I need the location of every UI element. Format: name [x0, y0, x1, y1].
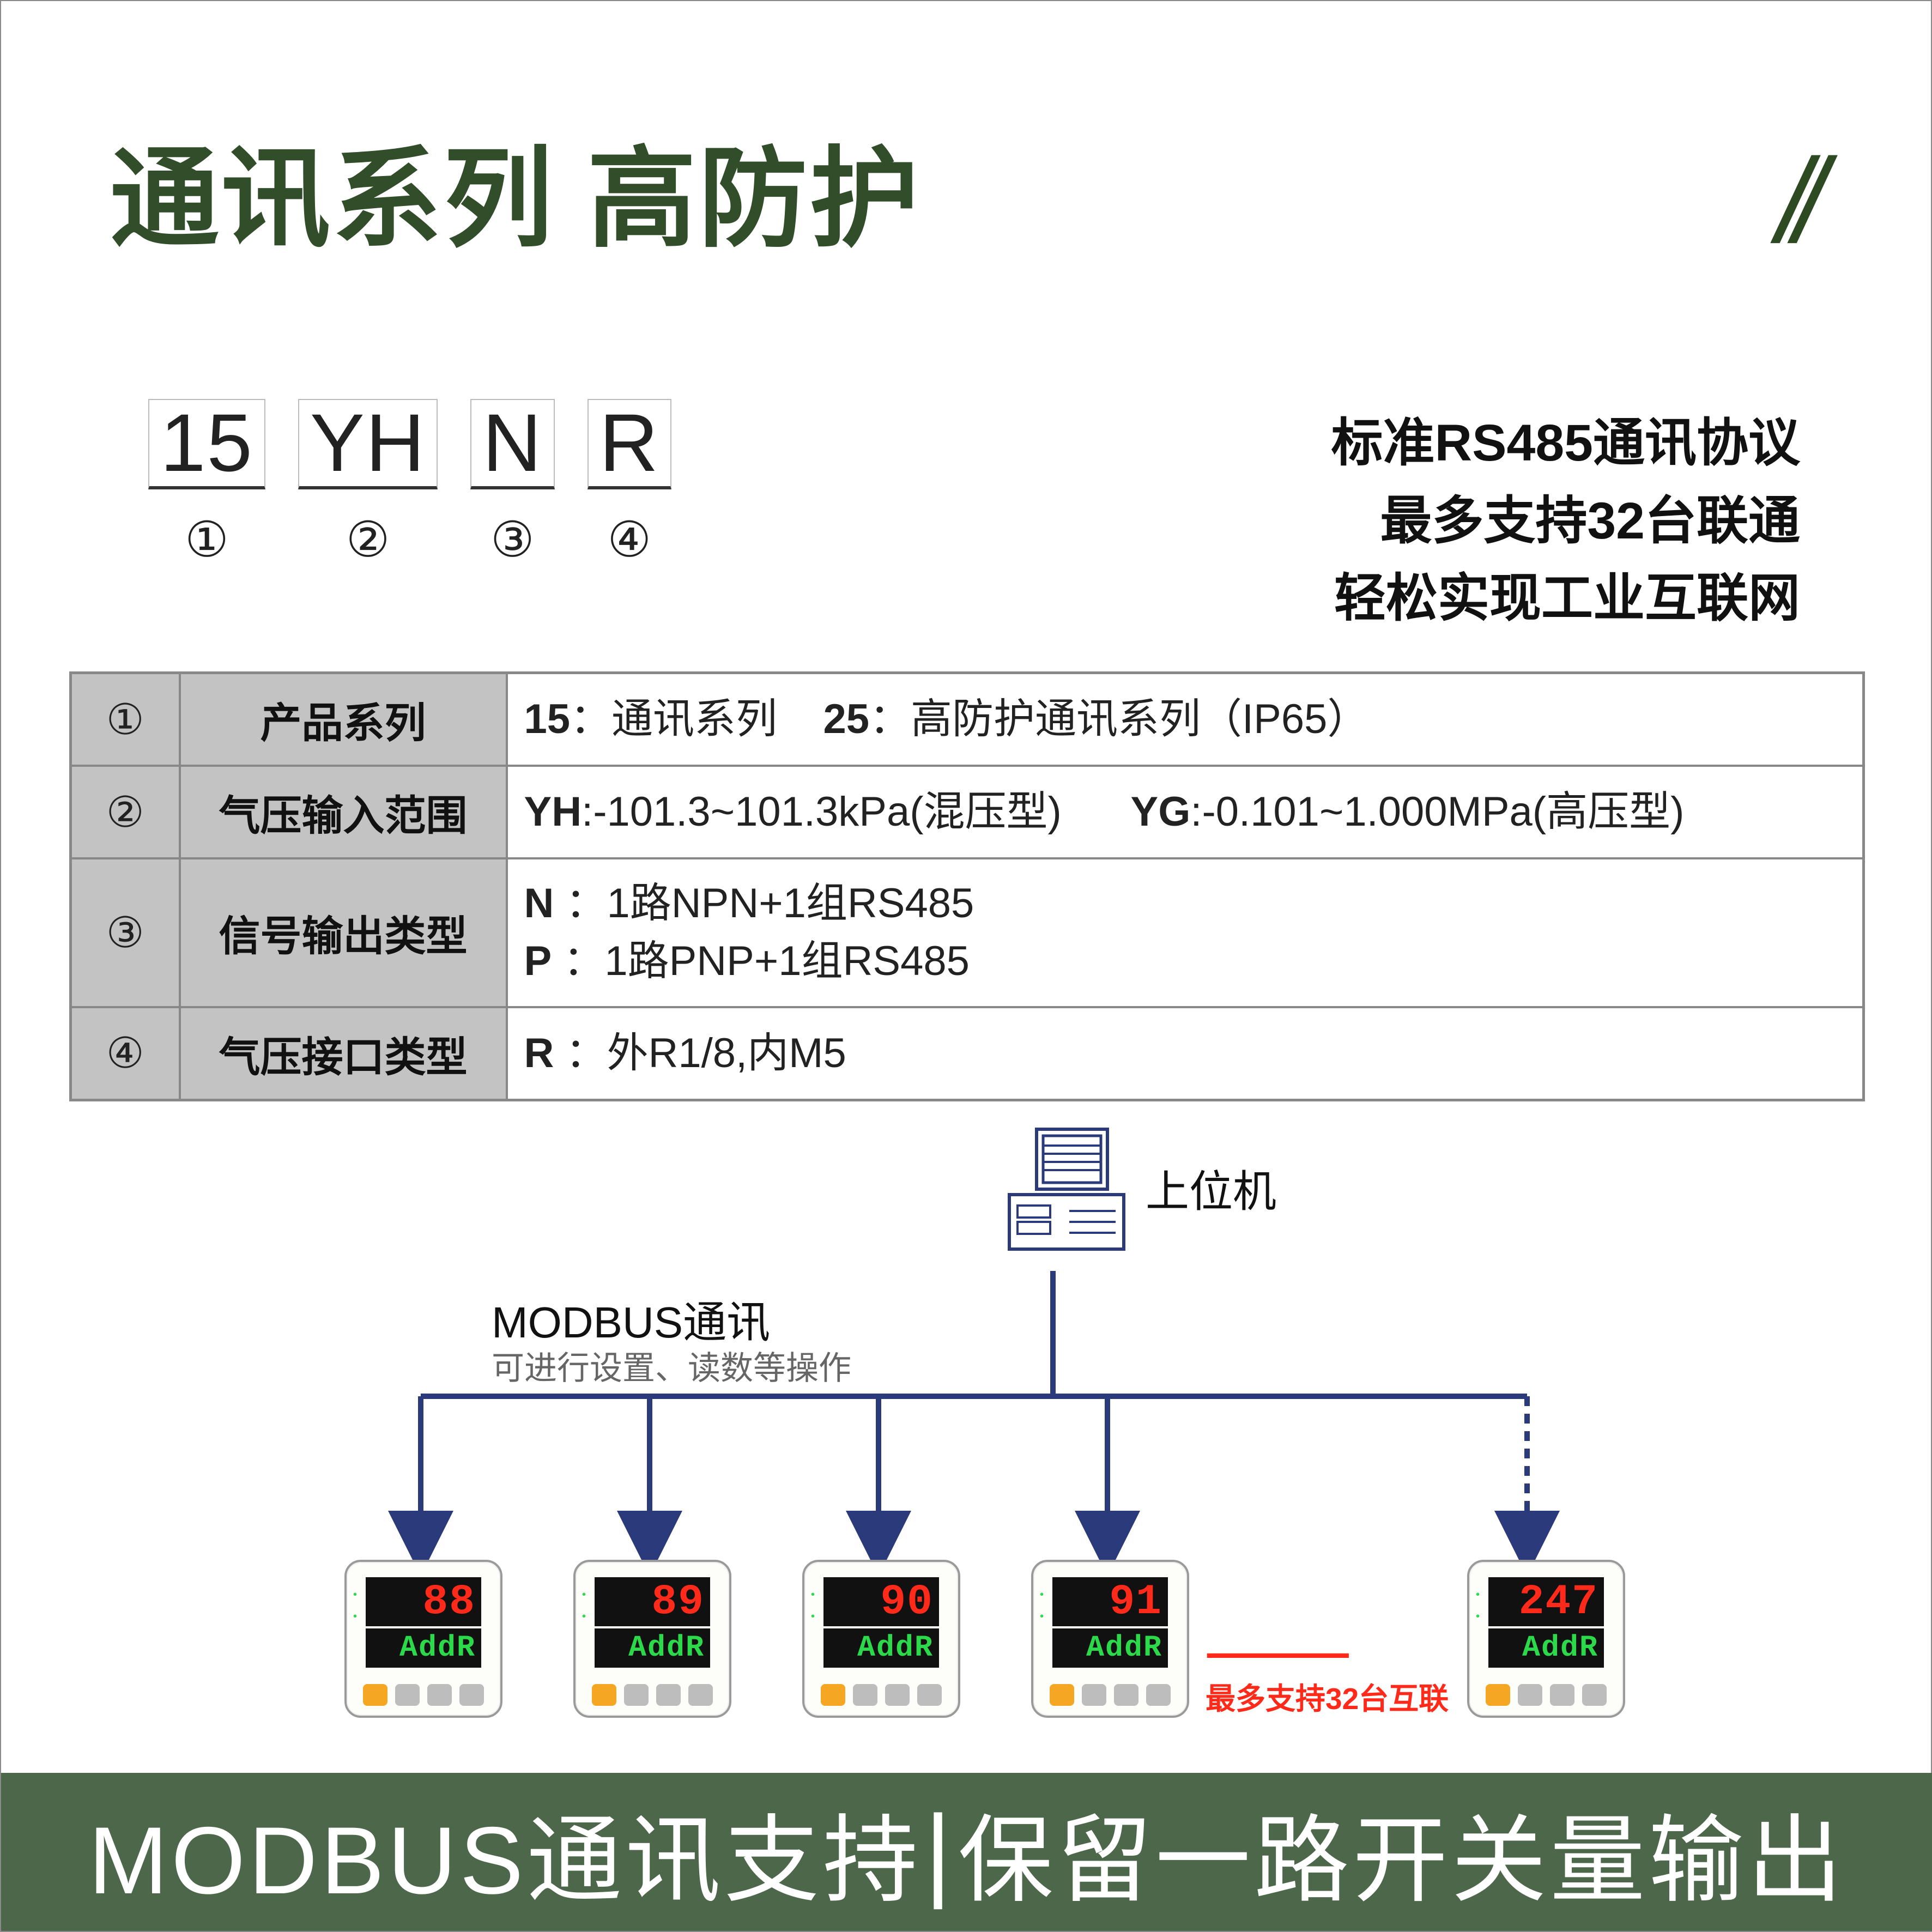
model-block: YH ② — [298, 399, 438, 568]
device-btn — [624, 1684, 649, 1706]
device-btn — [1050, 1684, 1074, 1706]
device-unit: ••89AddR — [573, 1560, 731, 1718]
spec-table: ①产品系列15：通讯系列 25：高防护通讯系列（IP65）②气压输入范围YH:-… — [69, 671, 1865, 1101]
device-btn — [885, 1684, 910, 1706]
bullet-line: 标准RS485通讯协议 — [1331, 404, 1800, 482]
bullet-line: 轻松实现工业互联网 — [1331, 560, 1800, 638]
device-buttons — [363, 1684, 484, 1706]
device-display-bottom: AddR — [823, 1628, 939, 1668]
device-btn — [821, 1684, 845, 1706]
device-leds: •• — [1040, 1584, 1050, 1627]
device-buttons — [821, 1684, 942, 1706]
device-btn — [1518, 1684, 1542, 1706]
device-btn — [656, 1684, 681, 1706]
device-btn — [395, 1684, 420, 1706]
device-btn — [592, 1684, 616, 1706]
topology-diagram: 上位机 MODBUS通讯 可进行设置、读数等操作 ••88AddR••89Add… — [1, 1124, 1932, 1740]
device-btn — [688, 1684, 713, 1706]
device-display-top: 88 — [366, 1577, 481, 1626]
row-value: N ：1路NPN+1组RS485P ：1路PNP+1组RS485 — [507, 858, 1864, 1007]
device-leds: •• — [811, 1584, 821, 1627]
device-unit: ••247AddR — [1467, 1560, 1625, 1718]
device-unit: ••88AddR — [344, 1560, 502, 1718]
device-btn — [917, 1684, 942, 1706]
device-unit: ••90AddR — [802, 1560, 960, 1718]
device-display-bottom: AddR — [366, 1628, 481, 1668]
footer-left: MODBUS通讯支持 — [88, 1783, 921, 1921]
device-btn — [1082, 1684, 1106, 1706]
model-block: N③ — [470, 399, 554, 568]
table-row: ③信号输出类型N ：1路NPN+1组RS485P ：1路PNP+1组RS485 — [71, 858, 1864, 1007]
model-cell: YH — [298, 399, 438, 489]
device-btn — [1550, 1684, 1574, 1706]
model-index: ④ — [607, 511, 651, 568]
footer-separator-icon: | — [924, 1792, 954, 1911]
continuation-dashes: --------------- — [1206, 1631, 1347, 1674]
host-computer: 上位机 — [982, 1124, 1146, 1265]
device-display-bottom: AddR — [595, 1628, 710, 1668]
device-btn — [1582, 1684, 1607, 1706]
device-display-bottom: AddR — [1488, 1628, 1604, 1668]
device-btn — [853, 1684, 877, 1706]
row-label: 产品系列 — [180, 673, 507, 766]
device-buttons — [1486, 1684, 1607, 1706]
model-index: ② — [346, 511, 390, 568]
device-btn — [1146, 1684, 1171, 1706]
model-index: ① — [185, 511, 229, 568]
title-slash-icon: // — [1777, 132, 1811, 270]
model-block: R④ — [588, 399, 671, 568]
device-leds: •• — [582, 1584, 592, 1627]
device-row: ••88AddR••89AddR••90AddR••91AddR••247Add… — [344, 1560, 1652, 1723]
row-index: ② — [71, 766, 180, 858]
row-value: 15：通讯系列 25：高防护通讯系列（IP65） — [507, 673, 1864, 766]
page-title: 通讯系列 高防护 — [110, 110, 921, 268]
device-display-top: 91 — [1052, 1577, 1168, 1626]
row-label: 气压接口类型 — [180, 1007, 507, 1100]
row-label: 信号输出类型 — [180, 858, 507, 1007]
device-display-bottom: AddR — [1052, 1628, 1168, 1668]
computer-icon — [993, 1124, 1135, 1265]
model-block: 15 ① — [148, 399, 265, 568]
row-index: ③ — [71, 858, 180, 1007]
row-value: YH:-101.3~101.3kPa(混压型) YG:-0.101~1.000M… — [507, 766, 1864, 858]
model-cell: R — [588, 399, 671, 489]
device-buttons — [592, 1684, 713, 1706]
device-btn — [1486, 1684, 1510, 1706]
device-buttons — [1050, 1684, 1171, 1706]
device-btn — [1114, 1684, 1138, 1706]
row-label: 气压输入范围 — [180, 766, 507, 858]
title-row: 通讯系列 高防护 — [110, 110, 921, 268]
footer-banner: MODBUS通讯支持 | 保留一路开关量输出 — [1, 1773, 1932, 1931]
device-btn — [363, 1684, 387, 1706]
device-btn — [427, 1684, 452, 1706]
host-label: 上位机 — [1146, 1156, 1276, 1220]
max-devices-label: 最多支持32台互联 — [1206, 1674, 1449, 1718]
device-display-top: 247 — [1488, 1577, 1604, 1626]
footer-right: 保留一路开关量输出 — [958, 1783, 1846, 1921]
bus-lines — [328, 1271, 1636, 1576]
row-index: ④ — [71, 1007, 180, 1100]
table-row: ①产品系列15：通讯系列 25：高防护通讯系列（IP65） — [71, 673, 1864, 766]
device-leds: •• — [353, 1584, 363, 1627]
row-index: ① — [71, 673, 180, 766]
device-btn — [459, 1684, 484, 1706]
model-index: ③ — [490, 511, 535, 568]
table-row: ④气压接口类型R ：外R1/8,内M5 — [71, 1007, 1864, 1100]
device-display-top: 89 — [595, 1577, 710, 1626]
device-unit: ••91AddR — [1031, 1560, 1189, 1718]
feature-bullets: 标准RS485通讯协议 最多支持32台联通 轻松实现工业互联网 — [1331, 404, 1800, 638]
model-cell: 15 — [148, 399, 265, 489]
bullet-line: 最多支持32台联通 — [1331, 482, 1800, 560]
model-cell: N — [470, 399, 554, 489]
device-display-top: 90 — [823, 1577, 939, 1626]
device-leds: •• — [1476, 1584, 1486, 1627]
table-row: ②气压输入范围YH:-101.3~101.3kPa(混压型) YG:-0.101… — [71, 766, 1864, 858]
model-code-row: 15①YH②N③R④ — [148, 399, 671, 568]
row-value: R ：外R1/8,内M5 — [507, 1007, 1864, 1100]
